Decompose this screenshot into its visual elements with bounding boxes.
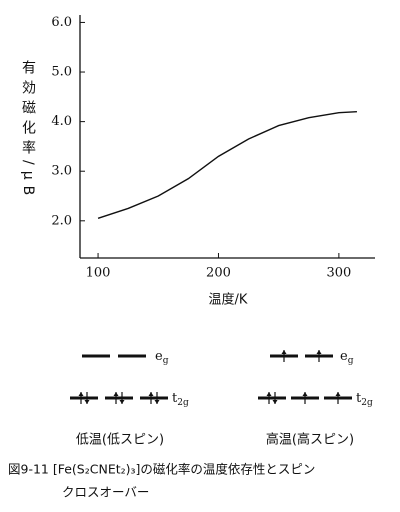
electron-arrowhead [119, 400, 125, 404]
eg-label: eg [340, 349, 354, 366]
electron-arrowhead [302, 392, 308, 396]
x-tick-label: 100 [86, 266, 111, 281]
x-tick-label: 300 [326, 266, 351, 281]
electron-arrowhead [272, 400, 278, 404]
electron-arrowhead [266, 392, 272, 396]
eg-label: eg [155, 349, 169, 366]
electron-arrowhead [316, 350, 322, 354]
electron-arrowhead [335, 392, 341, 396]
caption-line: クロスオーバー [62, 485, 149, 500]
y-tick-label: 3.0 [51, 164, 72, 179]
electron-arrowhead [281, 350, 287, 354]
y-axis-label: 有効磁化率/μB [20, 60, 36, 202]
data-line [97, 111, 357, 219]
electron-arrowhead [113, 392, 119, 396]
high-spin-label: 高温(高スピン) [266, 432, 354, 448]
low-spin-label: 低温(低スピン) [76, 433, 164, 448]
t2g-label: t2g [356, 391, 373, 408]
y-tick-label: 5.0 [51, 65, 72, 80]
electron-arrowhead [154, 400, 160, 404]
x-axis-label: 温度/K [209, 292, 248, 308]
y-tick-label: 4.0 [51, 114, 72, 129]
electron-arrowhead [78, 392, 84, 396]
x-tick-label: 200 [206, 266, 231, 281]
caption-line: 図9-11 [Fe(S₂CNEt₂)₃]の磁化率の温度依存性とスピン [8, 462, 315, 477]
y-tick-label: 2.0 [51, 213, 72, 228]
t2g-label: t2g [172, 391, 189, 408]
electron-arrowhead [148, 392, 154, 396]
y-tick-label: 6.0 [51, 15, 72, 30]
electron-arrowhead [84, 400, 90, 404]
